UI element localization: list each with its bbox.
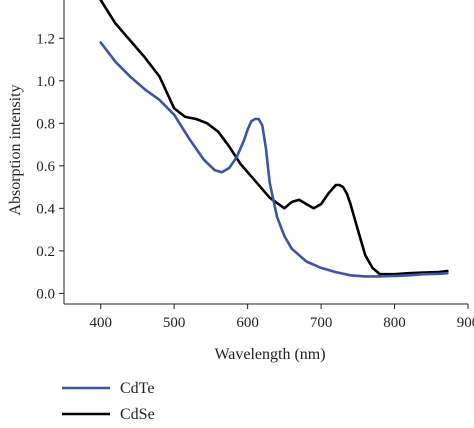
series-line-cdse: [99, 0, 449, 276]
series-line-cdte: [99, 41, 449, 278]
y-tick-label: 0.4: [36, 201, 55, 217]
x-tick-label: 700: [310, 315, 333, 331]
x-tick-label: 600: [236, 315, 259, 331]
x-tick-label: 500: [163, 315, 186, 331]
y-axis-title: Absorption intensity: [7, 84, 24, 215]
y-tick-label: 0.2: [36, 244, 55, 260]
y-tick-label: 0.8: [36, 116, 55, 132]
x-tick-label: 900: [457, 315, 474, 331]
axes: [63, 0, 468, 305]
y-tick-label: 1.2: [36, 31, 55, 47]
legend: CdTe CdSe: [62, 380, 155, 423]
y-tick-label: 0.6: [36, 159, 55, 175]
x-axis-ticks: 400 500 600 700 800 900: [89, 304, 474, 331]
x-tick-label: 400: [89, 315, 112, 331]
y-tick-label: 1.0: [36, 74, 55, 90]
y-tick-label: 0.0: [36, 286, 55, 302]
x-axis-title: Wavelength (nm): [214, 346, 325, 363]
series-lines: [99, 0, 449, 278]
y-axis-ticks: 0.0 0.2 0.4 0.6 0.8 1.0 1.2: [36, 31, 64, 302]
legend-label-cdte: CdTe: [120, 380, 154, 397]
x-tick-label: 800: [383, 315, 406, 331]
legend-label-cdse: CdSe: [120, 406, 155, 423]
